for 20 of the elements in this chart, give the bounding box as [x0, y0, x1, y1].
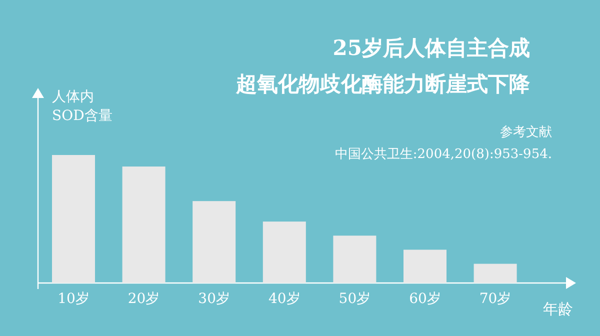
bar [192, 201, 236, 283]
x-tick-label: 70岁 [479, 291, 512, 307]
x-tick-label: 10岁 [58, 291, 90, 307]
chart-subtitle: 超氧化物歧化酶能力断崖式下降 [236, 70, 530, 98]
bar [52, 155, 95, 283]
x-tick-label: 20岁 [128, 291, 160, 307]
annotation: 中国公共卫生:2004,20(8):953-954. [334, 146, 552, 163]
x-tick-label: 60岁 [409, 291, 441, 307]
x-axis-title: 年龄 [543, 300, 573, 319]
y-axis-title: 人体内SOD含量 [52, 88, 114, 126]
x-tick-label: 30岁 [198, 291, 230, 307]
x-tick-label: 50岁 [338, 291, 371, 307]
bar [404, 250, 446, 283]
chart-title: 25岁后人体自主合成 [332, 34, 530, 62]
bar [262, 222, 306, 283]
text: 参考文献 [500, 124, 552, 141]
x-tick-label: 40岁 [268, 291, 300, 307]
bar [474, 264, 517, 283]
bar [122, 166, 166, 283]
bar [333, 236, 376, 283]
